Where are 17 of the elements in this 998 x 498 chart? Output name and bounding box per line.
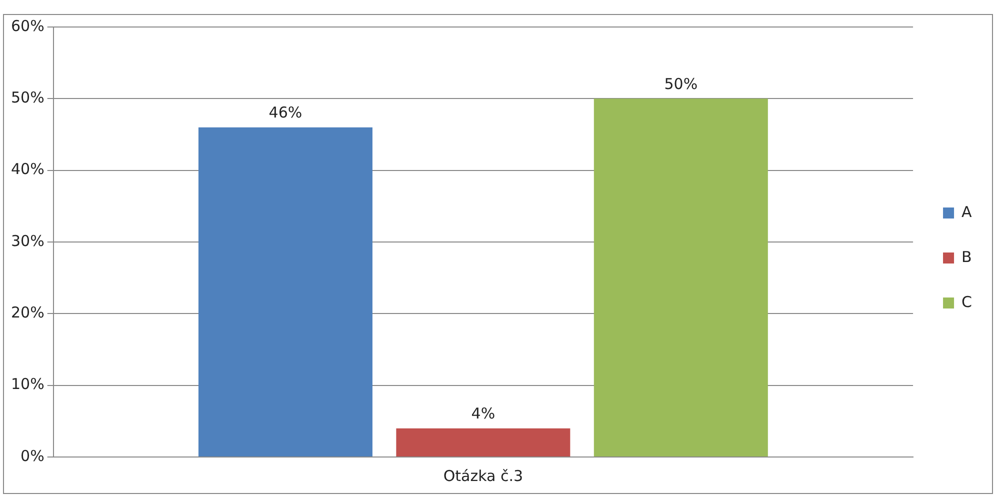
legend-label: A [962, 202, 973, 221]
bar [396, 428, 570, 456]
legend-label: B [962, 248, 972, 266]
y-tick-label: 40% [10, 160, 44, 178]
legend-label: C [962, 292, 972, 311]
y-tick-label: 30% [10, 232, 44, 250]
y-tick-label: 10% [10, 375, 44, 394]
data-label: 50% [664, 75, 698, 94]
y-tick-label: 50% [10, 88, 44, 107]
bar [198, 127, 372, 456]
y-tick-label: 60% [10, 16, 44, 35]
y-tick-label: 0% [20, 446, 44, 465]
y-tick-label: 20% [10, 304, 44, 322]
data-label: 4% [471, 404, 496, 423]
bar [594, 98, 768, 456]
x-tick-label: Otázka č.3 [443, 466, 524, 485]
data-label: 46% [268, 104, 302, 122]
